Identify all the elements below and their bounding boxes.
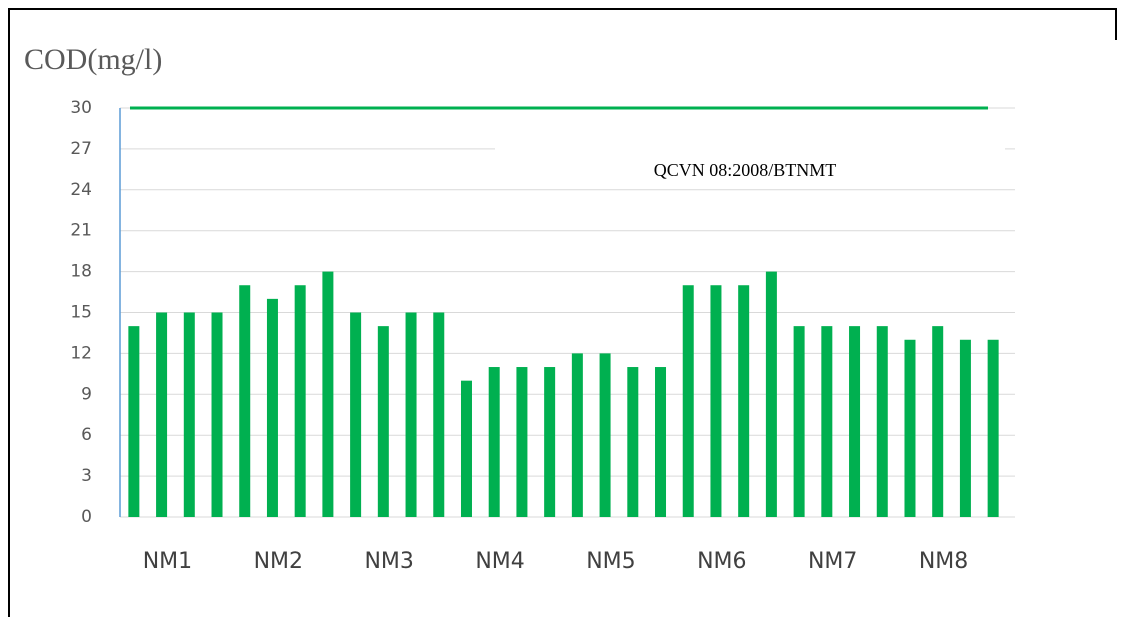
y-tick-label: 18: [70, 262, 92, 282]
y-tick-label: 12: [70, 343, 92, 363]
x-tick-label: NM7: [808, 549, 857, 574]
y-tick-label: 6: [81, 425, 92, 445]
bar: [849, 326, 861, 517]
bar: [350, 312, 362, 517]
bar: [183, 312, 195, 517]
bar: [627, 367, 639, 517]
bar: [655, 367, 667, 517]
y-tick-label: 30: [70, 98, 92, 118]
bar: [932, 326, 944, 517]
x-tick-label: NM5: [586, 549, 635, 574]
bar: [488, 367, 500, 517]
bar: [793, 326, 805, 517]
y-tick-label: 15: [70, 303, 92, 323]
x-tick-label: NM8: [919, 549, 968, 574]
bar: [599, 353, 611, 517]
bar: [405, 312, 417, 517]
x-tick-label: NM4: [475, 549, 524, 574]
x-tick-label: NM2: [254, 549, 303, 574]
y-tick-label: 0: [81, 507, 92, 527]
bar: [211, 312, 223, 517]
bar: [294, 285, 306, 517]
bar: [377, 326, 389, 517]
bar: [959, 339, 971, 517]
bar: [156, 312, 168, 517]
bar: [266, 298, 278, 517]
bar: [738, 285, 750, 517]
bar: [571, 353, 583, 517]
label-background: [495, 148, 1005, 188]
bar: [710, 285, 722, 517]
reference-label: QCVN 08:2008/BTNMT: [654, 160, 837, 180]
bar: [322, 271, 334, 517]
bar: [239, 285, 251, 517]
x-tick-label: NM6: [697, 549, 746, 574]
x-tick-label: NM1: [143, 549, 192, 574]
y-tick-label: 24: [70, 180, 92, 200]
y-tick-label: 21: [70, 221, 92, 241]
bar: [544, 367, 556, 517]
bar: [433, 312, 445, 517]
bar: [876, 326, 888, 517]
bar: [987, 339, 999, 517]
bar: [682, 285, 694, 517]
bar: [765, 271, 777, 517]
y-tick-label: 9: [81, 384, 92, 404]
y-tick-label: 3: [81, 466, 92, 486]
bar: [128, 326, 140, 517]
y-tick-label: 27: [70, 139, 92, 159]
bar: [904, 339, 916, 517]
y-axis-label: COD(mg/l): [24, 43, 162, 76]
bar: [821, 326, 833, 517]
bar: [460, 380, 472, 517]
bar: [516, 367, 528, 517]
frame: [8, 8, 1117, 617]
x-tick-label: NM3: [364, 549, 413, 574]
